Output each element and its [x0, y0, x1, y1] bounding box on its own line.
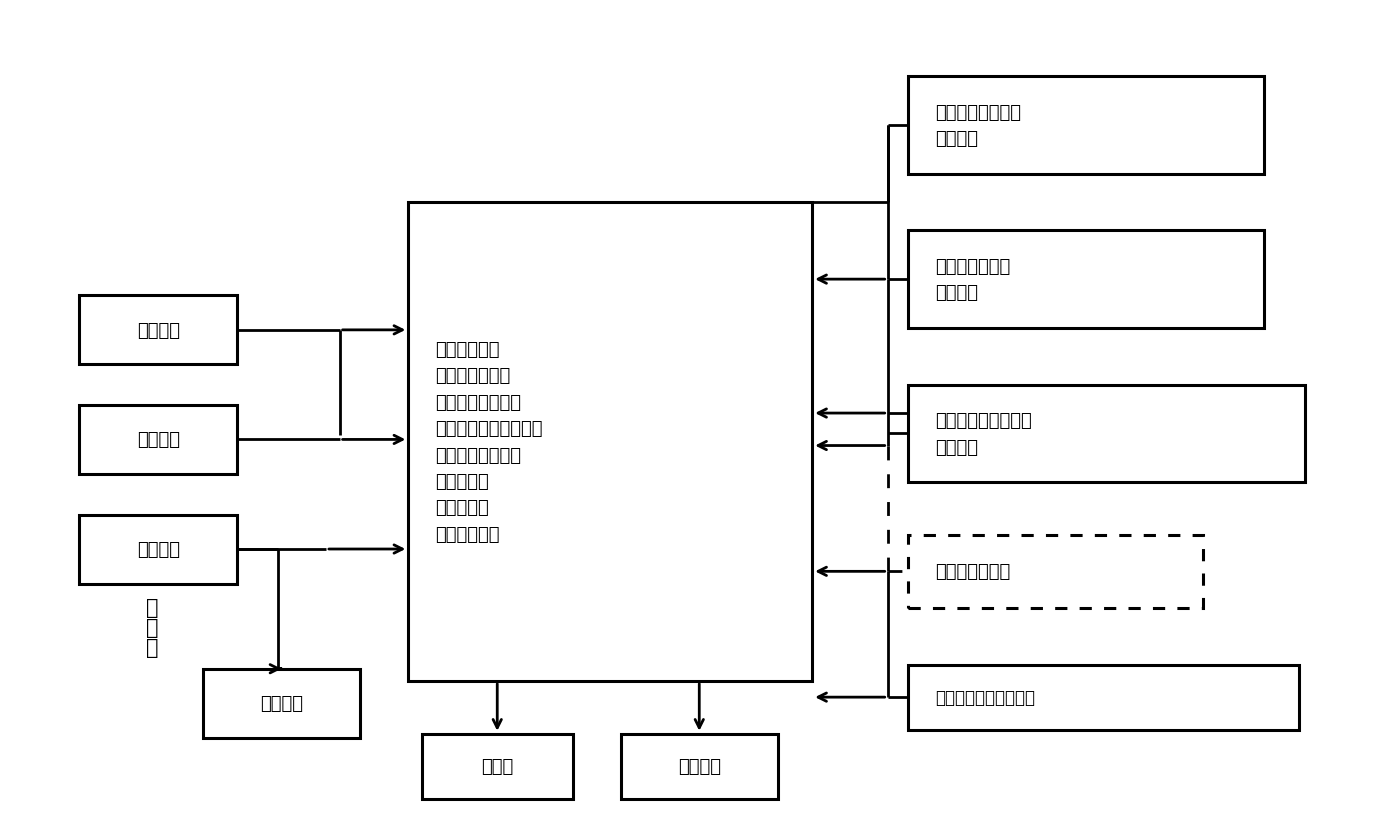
Text: 不良連続カウント値
設定手段: 不良連続カウント値 設定手段 [936, 412, 1032, 456]
Bar [620, 734, 779, 799]
Bar [408, 203, 812, 681]
Bar [908, 77, 1264, 174]
Text: 不良率設定手段: 不良率設定手段 [936, 563, 1011, 581]
Text: －制御装置－
・袋数カウント
・不良数カウント
・不良数連続カウント
（・不良率演算）
・異常判定
・異常表示
・包装機停止: －制御装置－ ・袋数カウント ・不良数カウント ・不良数連続カウント （・不良率… [435, 341, 543, 543]
Text: 検出手段: 検出手段 [136, 322, 179, 339]
Text: 異常内容表示操作手段: 異常内容表示操作手段 [936, 688, 1035, 706]
Text: 不良カウント条件
設定手段: 不良カウント条件 設定手段 [936, 103, 1021, 148]
Text: 不良カウント値
設定手段: 不良カウント値 設定手段 [936, 258, 1011, 302]
Bar [80, 296, 237, 365]
Text: 検出手段: 検出手段 [136, 541, 179, 559]
Text: ・
・
・: ・ ・ ・ [146, 597, 158, 657]
Text: 検出手段: 検出手段 [136, 431, 179, 449]
Text: 包装機: 包装機 [481, 758, 514, 776]
Bar [80, 515, 237, 584]
Bar [422, 734, 573, 799]
Bar [908, 535, 1203, 609]
Bar [908, 665, 1298, 730]
Bar [80, 405, 237, 474]
Bar [203, 669, 360, 738]
Bar [908, 385, 1305, 482]
Text: 表示装置: 表示装置 [678, 758, 721, 776]
Bar [908, 231, 1264, 328]
Text: 記憶装置: 記憶装置 [260, 695, 303, 713]
